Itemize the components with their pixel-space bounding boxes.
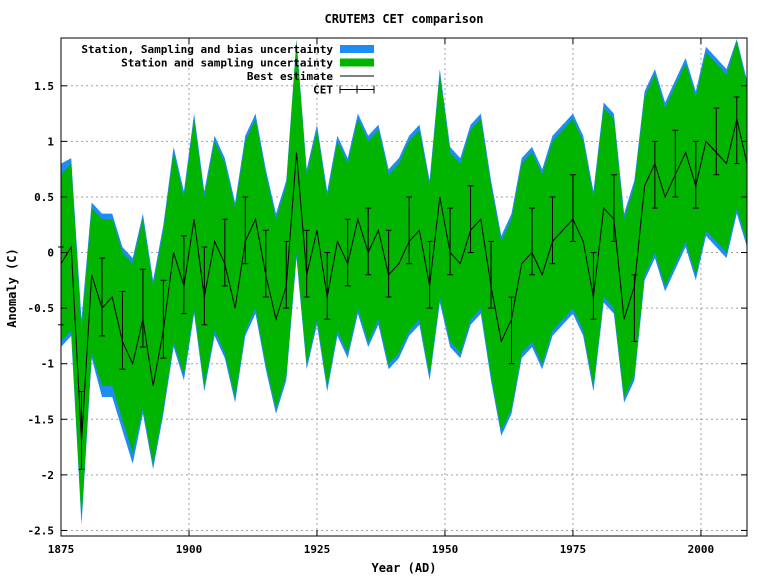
cet-point [406,196,413,265]
x-tick-label: 1875 [48,543,75,556]
plot-frame [60,37,748,537]
x-tick-label: 1975 [560,543,587,556]
cet-point [508,296,515,365]
chart-title: CRUTEM3 CET comparison [325,12,484,26]
cet-point [467,185,474,254]
cet-point [201,246,208,326]
x-tick-label: 2000 [688,543,715,556]
cet-point [119,290,126,370]
cet-point [221,218,228,287]
cet-point [344,218,351,287]
sampling-uncertainty-band [61,41,747,520]
cet-point [262,229,269,298]
cet-point [447,207,454,276]
cet-point [283,240,290,309]
y-tick-label: -0.5 [28,302,55,315]
legend-errorbar-key [339,85,375,94]
series-area [58,39,748,525]
legend-label: Station, Sampling and bias uncertainty [81,43,333,56]
cet-point [139,268,146,348]
cet-errorbars [58,96,740,470]
y-tick-label: -2 [41,469,54,482]
y-axis-label: Anomaly (C) [5,248,19,327]
cet-point [242,196,249,265]
y-tick-label: -1.5 [28,413,55,426]
cet-point [488,240,495,309]
legend-label: Station and sampling uncertainty [121,57,333,70]
cet-point [631,274,638,342]
cet-point [713,107,720,176]
cet-point [78,390,85,470]
cet-point [303,229,310,298]
x-tick-label: 1950 [432,543,459,556]
cet-point [180,235,187,315]
cet-point [160,279,167,359]
cet-point [549,196,556,265]
cet-point [324,252,331,320]
cet-point [672,129,679,198]
x-tick-label: 1925 [304,543,331,556]
y-tick-label: -2.5 [28,524,55,537]
x-tick-label: 1900 [176,543,203,556]
y-tick-label: 1.5 [34,80,54,93]
cet-point [426,240,433,309]
y-tick-label: -1 [41,358,55,371]
cet-point [528,207,535,276]
cet-point [610,174,617,242]
axis-ticks: 1875 1900 1925 1950 1975 2000 -2.5 -2 -1.5 -1 -0.5… [28,38,747,556]
x-axis-label: Year (AD) [371,561,436,575]
y-tick-label: 0 [47,247,54,260]
legend-label: CET [313,84,333,97]
cet-point [365,207,372,276]
cet-point [590,252,597,320]
legend: Station, Sampling and bias uncertaintySt… [81,43,375,97]
cet-point [98,257,105,337]
legend-swatch [340,45,374,53]
cet-point [733,96,740,165]
y-tick-label: 1 [47,135,54,148]
cet-point [569,174,576,242]
y-tick-label: 0.5 [34,191,54,204]
cet-point [385,229,392,298]
legend-swatch [340,58,374,67]
cet-point [692,140,699,209]
best-estimate-line [60,118,748,442]
cet-point [651,140,658,209]
legend-label: Best estimate [247,70,333,83]
